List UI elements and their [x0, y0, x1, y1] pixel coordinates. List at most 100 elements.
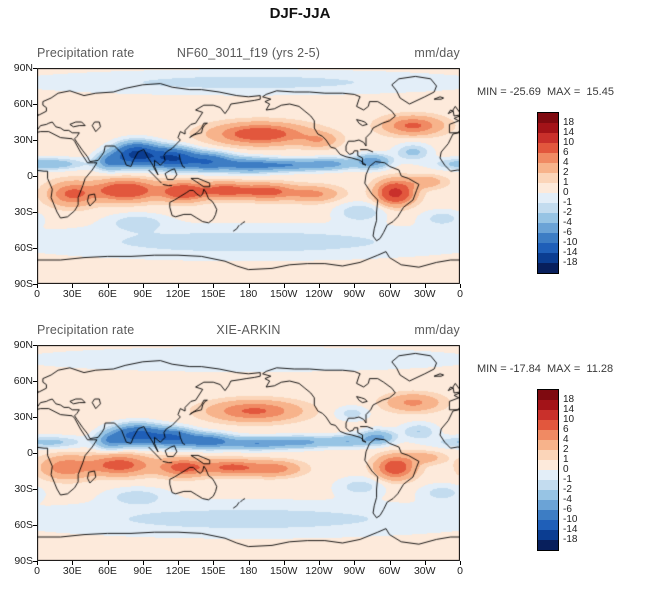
- lat-tick-label: 0: [27, 170, 33, 182]
- colorbar-segment: [538, 233, 558, 243]
- colorbar-label: 14: [563, 127, 575, 138]
- colorbar-segment: [538, 460, 558, 470]
- lat-tick-label: 90N: [13, 339, 33, 351]
- colorbar-label: -6: [563, 504, 572, 515]
- lat-tick-label: 30S: [14, 483, 33, 495]
- lon-tick-label: 60W: [378, 288, 401, 300]
- colorbar-label: 4: [563, 157, 569, 168]
- colorbar-label: 6: [563, 147, 569, 158]
- axis-tick: [108, 284, 109, 288]
- axis-tick: [284, 561, 285, 565]
- colorbar-segment: [538, 213, 558, 223]
- colorbar-segment: [538, 540, 558, 550]
- axis-tick: [354, 284, 355, 288]
- colorbar-label: -6: [563, 227, 572, 238]
- axis-tick: [108, 561, 109, 565]
- colorbar-segment: [538, 530, 558, 540]
- lon-tick-label: 150W: [270, 565, 298, 577]
- axis-tick: [33, 284, 37, 285]
- colorbar-segment: [538, 173, 558, 183]
- axis-tick: [425, 284, 426, 288]
- colorbar-segment: [538, 410, 558, 420]
- lon-tick-label: 0: [457, 288, 463, 300]
- axis-tick: [33, 345, 37, 346]
- colorbar-label: -18: [563, 534, 578, 545]
- colorbar-label: 14: [563, 404, 575, 415]
- colorbar-segment: [538, 253, 558, 263]
- axis-tick: [33, 68, 37, 69]
- lon-tick-label: 90E: [133, 288, 153, 300]
- lat-tick-label: 30N: [13, 411, 33, 423]
- colorbar-label: 10: [563, 137, 575, 148]
- axis-tick: [33, 176, 37, 177]
- axis-tick: [249, 561, 250, 565]
- axis-tick: [72, 561, 73, 565]
- lat-tick-label: 30S: [14, 206, 33, 218]
- lat-tick-label: 30N: [13, 134, 33, 146]
- colorbar: [537, 112, 559, 274]
- colorbar-label: -1: [563, 197, 572, 208]
- lat-tick-label: 0: [27, 447, 33, 459]
- colorbar-segment: [538, 510, 558, 520]
- lon-tick-label: 120W: [305, 565, 333, 577]
- colorbar-segment: [538, 143, 558, 153]
- colorbar-segment: [538, 163, 558, 173]
- colorbar-segment: [538, 113, 558, 123]
- variable-label-model: Precipitation rate: [37, 46, 135, 60]
- lat-tick-label: 60N: [13, 98, 33, 110]
- lon-tick-label: 90W: [343, 565, 366, 577]
- axis-tick: [354, 561, 355, 565]
- lon-tick-label: 30W: [413, 288, 436, 300]
- lon-tick-label: 150E: [200, 288, 226, 300]
- lon-tick-label: 0: [34, 288, 40, 300]
- colorbar-segment: [538, 520, 558, 530]
- colorbar-label: -14: [563, 247, 578, 258]
- lon-tick-label: 60W: [378, 565, 401, 577]
- colorbar-label: -4: [563, 217, 572, 228]
- colorbar-segment: [538, 440, 558, 450]
- axis-tick: [33, 417, 37, 418]
- axis-tick: [213, 561, 214, 565]
- axis-tick: [213, 284, 214, 288]
- colorbar-segment: [538, 123, 558, 133]
- axis-tick: [33, 381, 37, 382]
- lat-tick-label: 90S: [14, 278, 33, 290]
- colorbar-label: 6: [563, 424, 569, 435]
- axis-tick: [178, 284, 179, 288]
- colorbar-label: 18: [563, 394, 575, 405]
- page-title: DJF-JJA: [269, 5, 331, 22]
- colorbar-segment: [538, 133, 558, 143]
- axis-tick: [460, 561, 461, 565]
- axis-tick: [33, 140, 37, 141]
- colorbar-label: -1: [563, 474, 572, 485]
- lon-tick-label: 180: [239, 288, 258, 300]
- colorbar-segment: [538, 400, 558, 410]
- lon-tick-label: 0: [457, 565, 463, 577]
- axis-tick: [390, 284, 391, 288]
- colorbar-segment: [538, 153, 558, 163]
- axis-tick: [249, 284, 250, 288]
- axis-tick: [33, 489, 37, 490]
- lon-tick-label: 90E: [133, 565, 153, 577]
- colorbar-segment: [538, 193, 558, 203]
- panel-header-model: Precipitation rate NF60_3011_f19 (yrs 2-…: [37, 46, 460, 62]
- lon-tick-label: 150W: [270, 288, 298, 300]
- dataset-label-model: NF60_3011_f19 (yrs 2-5): [176, 46, 321, 60]
- axis-tick: [33, 453, 37, 454]
- lon-tick-label: 120E: [165, 288, 191, 300]
- lat-tick-label: 60S: [14, 519, 33, 531]
- colorbar-label: 0: [563, 187, 569, 198]
- colorbar-label: -4: [563, 494, 572, 505]
- dataset-label-obs: XIE-ARKIN: [216, 323, 281, 337]
- axis-tick: [143, 284, 144, 288]
- axis-tick: [37, 284, 38, 288]
- colorbar-segment: [538, 450, 558, 460]
- axis-tick: [33, 212, 37, 213]
- axis-tick: [33, 525, 37, 526]
- lat-tick-label: 90S: [14, 555, 33, 567]
- axis-tick: [33, 248, 37, 249]
- colorbar-segment: [538, 390, 558, 400]
- lon-tick-label: 150E: [200, 565, 226, 577]
- colorbar-segment: [538, 490, 558, 500]
